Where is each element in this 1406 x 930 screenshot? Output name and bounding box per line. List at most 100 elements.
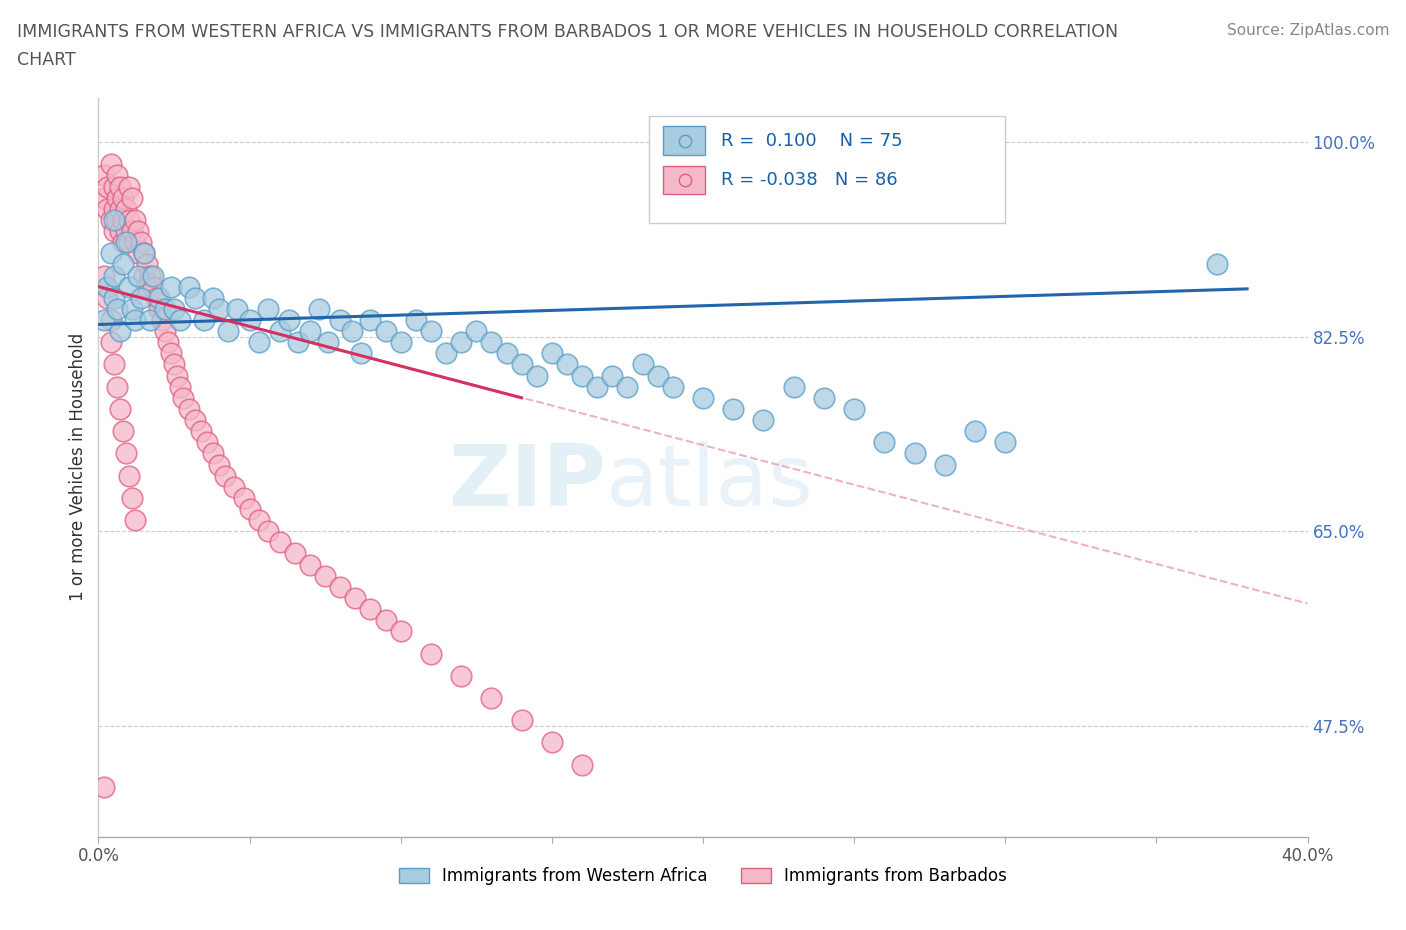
- Point: [118, 234, 141, 249]
- Point: [217, 324, 239, 339]
- Point: [434, 346, 457, 361]
- Point: [344, 591, 367, 605]
- Text: Source: ZipAtlas.com: Source: ZipAtlas.com: [1226, 23, 1389, 38]
- Point: [783, 379, 806, 394]
- Point: [93, 779, 115, 794]
- Point: [420, 324, 443, 339]
- Point: [226, 301, 249, 316]
- Point: [169, 379, 191, 394]
- Point: [103, 357, 125, 372]
- Point: [111, 424, 134, 439]
- Point: [103, 179, 125, 194]
- Point: [93, 168, 115, 183]
- Point: [100, 312, 122, 327]
- Point: [108, 402, 131, 417]
- FancyBboxPatch shape: [664, 126, 706, 154]
- Point: [269, 324, 291, 339]
- Point: [813, 391, 835, 405]
- Point: [150, 312, 173, 327]
- Point: [153, 324, 176, 339]
- Point: [540, 735, 562, 750]
- Point: [153, 301, 176, 316]
- Point: [1206, 257, 1229, 272]
- Point: [127, 268, 149, 283]
- Point: [342, 324, 364, 339]
- Point: [256, 301, 278, 316]
- Point: [202, 446, 225, 461]
- Point: [195, 435, 218, 450]
- Point: [214, 468, 236, 483]
- Point: [450, 335, 472, 350]
- Point: [329, 579, 352, 594]
- Point: [121, 191, 143, 206]
- Point: [105, 213, 128, 228]
- Text: IMMIGRANTS FROM WESTERN AFRICA VS IMMIGRANTS FROM BARBADOS 1 OR MORE VEHICLES IN: IMMIGRANTS FROM WESTERN AFRICA VS IMMIGR…: [17, 23, 1118, 41]
- Point: [360, 602, 382, 617]
- Point: [139, 312, 162, 327]
- Point: [224, 479, 246, 494]
- Point: [118, 213, 141, 228]
- Point: [93, 191, 115, 206]
- Point: [103, 213, 125, 228]
- Point: [232, 490, 254, 505]
- Point: [420, 646, 443, 661]
- Point: [450, 669, 472, 684]
- Point: [129, 290, 152, 305]
- Point: [118, 179, 141, 194]
- Point: [495, 346, 517, 361]
- FancyBboxPatch shape: [648, 116, 1005, 223]
- Point: [284, 546, 307, 561]
- Point: [96, 290, 118, 305]
- Point: [247, 512, 270, 527]
- Point: [124, 312, 146, 327]
- Point: [586, 379, 609, 394]
- Point: [299, 324, 322, 339]
- Point: [142, 268, 165, 283]
- Point: [148, 301, 170, 316]
- Point: [166, 368, 188, 383]
- Text: R =  0.100    N = 75: R = 0.100 N = 75: [721, 131, 903, 150]
- Point: [114, 223, 136, 238]
- Point: [145, 290, 167, 305]
- Point: [256, 524, 278, 538]
- Text: ZIP: ZIP: [449, 441, 606, 524]
- Point: [103, 202, 125, 217]
- Point: [193, 312, 215, 327]
- Point: [374, 613, 396, 628]
- Point: [100, 157, 122, 172]
- Point: [179, 279, 201, 294]
- Point: [105, 191, 128, 206]
- Text: R = -0.038   N = 86: R = -0.038 N = 86: [721, 171, 898, 190]
- Point: [160, 346, 183, 361]
- Point: [661, 379, 683, 394]
- Point: [105, 168, 128, 183]
- Point: [526, 368, 548, 383]
- Point: [184, 413, 207, 428]
- Point: [96, 202, 118, 217]
- Point: [179, 402, 201, 417]
- Point: [118, 468, 141, 483]
- Point: [631, 357, 654, 372]
- Point: [111, 257, 134, 272]
- Point: [96, 279, 118, 294]
- Point: [202, 290, 225, 305]
- Point: [904, 446, 927, 461]
- Point: [118, 279, 141, 294]
- Point: [148, 290, 170, 305]
- Point: [239, 501, 262, 516]
- Point: [127, 246, 149, 260]
- Point: [287, 335, 309, 350]
- Point: [308, 301, 330, 316]
- Point: [873, 435, 896, 450]
- Point: [103, 223, 125, 238]
- Point: [510, 712, 533, 727]
- Point: [100, 246, 122, 260]
- Point: [124, 234, 146, 249]
- Point: [108, 202, 131, 217]
- Text: CHART: CHART: [17, 51, 76, 69]
- Point: [247, 335, 270, 350]
- Point: [139, 268, 162, 283]
- Point: [994, 435, 1017, 450]
- Point: [111, 213, 134, 228]
- Point: [121, 301, 143, 316]
